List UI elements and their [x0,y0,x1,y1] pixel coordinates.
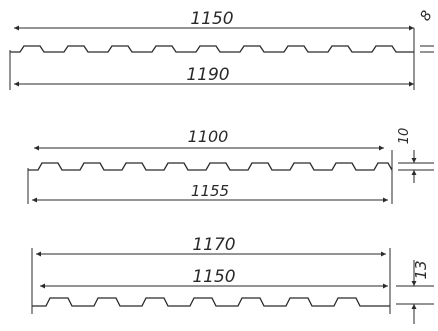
profile-1: 1150 1190 8 [9,8,436,90]
useful-width-label-2: 1100 [188,127,229,146]
profile-shape-3 [32,297,390,307]
profile-shape-1 [10,45,414,53]
profile-3: 1170 1150 13 [31,235,434,324]
height-label-3: 13 [412,260,430,279]
profile-2: 1100 1155 10 [27,127,434,204]
useful-width-label-3: 1150 [192,267,235,287]
profile-shape-2 [28,162,393,171]
useful-width-label-1: 1150 [190,9,233,29]
total-width-label-3: 1170 [192,235,235,255]
height-label-2: 10 [397,128,412,145]
total-width-label-2: 1155 [191,182,229,200]
total-width-label-1: 1190 [186,65,229,85]
height-label-1: 8 [417,8,435,24]
